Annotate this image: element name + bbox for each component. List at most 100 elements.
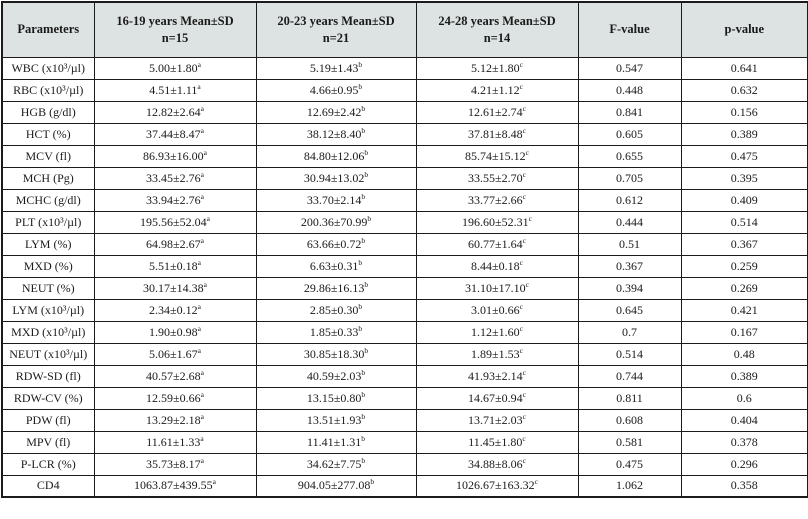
header-sub-n: n=21 (322, 30, 350, 45)
cell-value: 0.475 (616, 456, 643, 471)
f-value-cell: 0.841 (577, 100, 682, 124)
cell-value: 33.77±2.66 (468, 192, 523, 207)
f-value-cell: 0.581 (577, 430, 682, 454)
significance-superscript: c (522, 411, 526, 421)
significance-superscript: a (200, 367, 204, 377)
mean-cell-group2: 40.59±2.03b (255, 364, 417, 388)
mean-cell-group2: 11.41±1.31b (255, 430, 417, 454)
mean-cell-group1: 195.56±52.04a (93, 210, 257, 234)
significance-superscript: b (358, 257, 363, 267)
cell-value: MCV (fl) (25, 148, 71, 163)
mean-cell-group2: 63.66±0.72b (255, 232, 417, 256)
significance-superscript: b (361, 191, 366, 201)
significance-superscript: a (197, 257, 201, 267)
cell-value: 2.34±0.12 (149, 302, 198, 317)
mean-cell-group2: 6.63±0.31b (255, 254, 417, 278)
mean-cell-group3: 1026.67±163.32c (415, 474, 579, 498)
cell-value: 3.01±0.66 (471, 302, 520, 317)
f-value-cell: 0.744 (577, 364, 682, 388)
cell-value: 5.00±1.80 (149, 60, 198, 75)
significance-superscript: b (361, 235, 366, 245)
cell-value: 0.409 (730, 192, 758, 207)
p-value-cell: 0.641 (680, 56, 808, 80)
significance-superscript: a (200, 235, 204, 245)
parameter-cell: RDW-CV (%) (1, 386, 95, 410)
f-value-cell: 0.367 (577, 254, 682, 278)
significance-superscript: c (522, 433, 526, 443)
p-value-cell: 0.514 (680, 210, 808, 234)
cell-value: 13.15±0.80 (306, 390, 362, 405)
significance-superscript: c (528, 213, 532, 223)
p-value-cell: 0.378 (680, 430, 808, 454)
cell-value: 200.36±70.99 (300, 214, 368, 229)
parameter-cell: MCHC (g/dl) (1, 188, 95, 212)
cell-value: 11.45±1.80 (468, 434, 523, 449)
mean-cell-group1: 1063.87±439.55a (93, 474, 257, 498)
cell-value: 0.394 (616, 280, 643, 295)
significance-superscript: a (197, 59, 201, 69)
significance-superscript: c (522, 455, 526, 465)
mean-cell-group3: 41.93±2.14c (415, 364, 579, 388)
mean-cell-group3: 60.77±1.64c (415, 232, 579, 256)
parameter-cell: PDW (fl) (1, 408, 95, 432)
cell-value: 0.389 (730, 126, 758, 141)
cell-value: 5.19±1.43 (309, 60, 359, 75)
cell-value: 0.612 (616, 192, 643, 207)
cell-value: 1026.67±163.32 (456, 478, 535, 493)
table-header: Parameters 16-19 years Mean±SD n=15 20-23… (1, 1, 808, 58)
cell-value: 12.59±0.66 (146, 390, 201, 405)
mean-cell-group1: 13.29±2.18a (93, 408, 257, 432)
cell-value: 0.7 (622, 324, 637, 339)
parameter-cell: LYM (x10³/µl) (1, 298, 95, 322)
p-value-cell: 0.421 (680, 298, 808, 322)
header-group-24-28: 24-28 years Mean±SD n=14 (415, 1, 579, 58)
mean-cell-group2: 30.94±13.02b (255, 166, 417, 190)
cell-value: 12.82±2.64 (146, 104, 201, 119)
cell-value: 41.93±2.14 (468, 368, 523, 383)
mean-cell-group1: 11.61±1.33a (93, 430, 257, 454)
mean-cell-group2: 4.66±0.95b (255, 78, 417, 102)
cell-value: 5.51±0.18 (149, 258, 198, 273)
mean-cell-group3: 11.45±1.80c (415, 430, 579, 454)
cell-value: 0.358 (730, 478, 758, 493)
header-label: 20-23 years Mean±SD (277, 13, 395, 28)
f-value-cell: 0.645 (577, 298, 682, 322)
cell-value: 14.67±0.94 (468, 390, 523, 405)
cell-value: 33.55±2.70 (468, 170, 523, 185)
significance-superscript: c (519, 257, 523, 267)
mean-cell-group3: 34.88±8.06c (415, 452, 579, 476)
table-row: HCT (%) 37.44±8.47a 38.12±8.40b 37.81±8.48c… (1, 122, 808, 146)
mean-cell-group1: 4.51±1.11a (93, 78, 257, 102)
cell-value: 1.90±0.98 (149, 324, 198, 339)
cell-value: 0.744 (616, 368, 643, 383)
cell-value: LYM (x10³/µl) (12, 302, 85, 317)
cell-value: 12.61±2.74 (468, 104, 523, 119)
f-value-cell: 1.062 (577, 474, 682, 498)
cell-value: 13.51±1.93 (306, 412, 362, 427)
mean-cell-group2: 2.85±0.30b (255, 298, 417, 322)
mean-cell-group1: 64.98±2.67a (93, 232, 257, 256)
mean-cell-group3: 3.01±0.66c (415, 298, 579, 322)
significance-superscript: a (197, 345, 201, 355)
cell-value: 1063.87±439.55 (134, 478, 213, 493)
cell-value: 11.61±1.33 (146, 434, 201, 449)
cell-value: 0.475 (730, 148, 758, 163)
significance-superscript: b (361, 103, 366, 113)
parameter-cell: PLT (x10³/µl) (1, 210, 95, 234)
table-row: CD4 1063.87±439.55a 904.05±277.08b 1026.67±… (1, 474, 808, 498)
mean-cell-group2: 1.85±0.33b (255, 320, 417, 344)
mean-cell-group1: 5.51±0.18a (93, 254, 257, 278)
significance-superscript: a (200, 103, 204, 113)
cell-value: PLT (x10³/µl) (15, 214, 82, 229)
cell-value: 12.69±2.42 (306, 104, 362, 119)
header-group-16-19: 16-19 years Mean±SD n=15 (93, 1, 257, 58)
significance-superscript: b (361, 125, 366, 135)
mean-cell-group2: 200.36±70.99b (255, 210, 417, 234)
parameter-cell: MXD (x10³/µl) (1, 320, 95, 344)
p-value-cell: 0.475 (680, 144, 808, 168)
parameter-cell: MPV (fl) (1, 430, 95, 454)
table-row: RDW-CV (%) 12.59±0.66a 13.15±0.80b 14.67±0.… (1, 386, 808, 410)
significance-superscript: c (519, 301, 523, 311)
significance-superscript: c (534, 477, 538, 487)
